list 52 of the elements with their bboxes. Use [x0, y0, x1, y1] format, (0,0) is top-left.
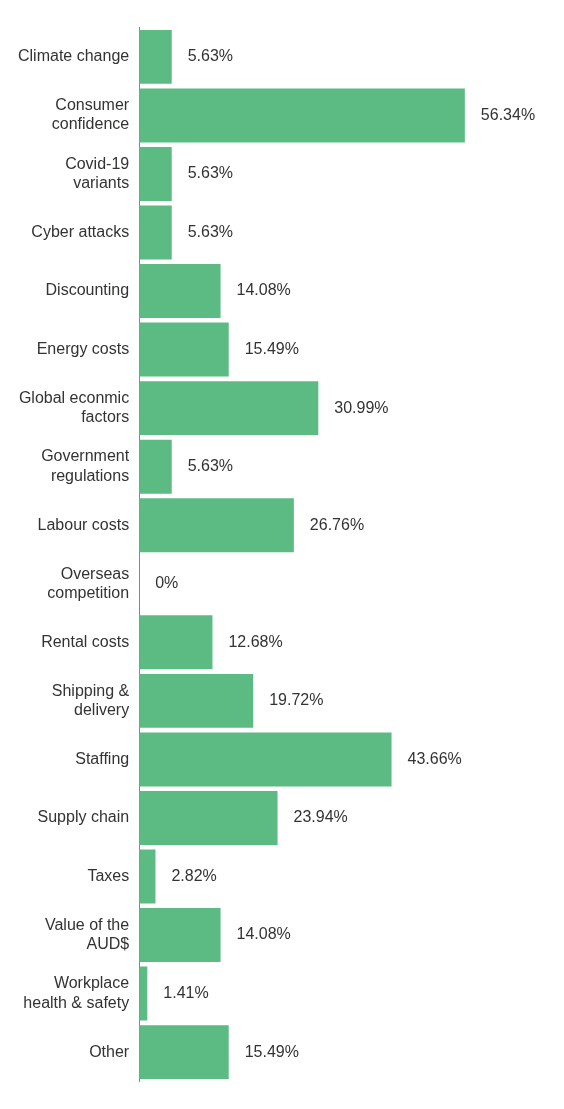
y-tick-label: Staffing [75, 749, 130, 767]
bar [139, 381, 319, 436]
data-label: 14.08% [236, 281, 291, 299]
bar [139, 205, 172, 260]
data-label: 5.63% [187, 222, 234, 240]
y-tick-label: Energy costs [36, 340, 130, 357]
bar [139, 322, 229, 377]
bar [139, 264, 221, 319]
y-tick-label: Other [89, 1042, 130, 1060]
y-tick-label: Value of the AUD$ [44, 915, 130, 953]
bar [139, 732, 392, 787]
data-label: 12.68% [228, 632, 283, 650]
y-tick-label: Workplace health & safety [23, 974, 130, 1011]
data-label: 1.41% [163, 983, 209, 1001]
y-tick-label: Labour costs [37, 515, 130, 533]
y-tick-label: Supply chain [37, 808, 130, 826]
y-tick-label: Consumer confidence [51, 96, 130, 133]
data-label: 56.34% [480, 105, 536, 123]
bar [139, 908, 221, 963]
bar [139, 1025, 229, 1080]
bar [139, 615, 213, 670]
data-label: 43.66% [407, 749, 462, 767]
bar [139, 439, 172, 494]
y-tick-label: Discounting [45, 281, 130, 299]
y-tick-label: Taxes [87, 866, 130, 884]
data-label: 5.63% [187, 457, 234, 475]
bar [139, 673, 254, 728]
bar [139, 790, 278, 845]
bar [139, 146, 172, 201]
data-label: 2.82% [171, 866, 217, 884]
y-tick-label: Covid-19 variants [65, 154, 130, 191]
data-label: 5.63% [187, 47, 234, 65]
y-tick-label: Climate change [18, 47, 130, 65]
y-tick-label: Overseas competition [47, 564, 130, 601]
y-tick-label: Government regulations [41, 447, 130, 484]
data-label: 0% [155, 574, 179, 592]
bar [139, 849, 156, 904]
bar [139, 29, 172, 84]
y-tick-label: Shipping & delivery [51, 681, 130, 718]
bar [139, 88, 465, 143]
data-label: 30.99% [334, 398, 389, 416]
data-label: 15.49% [244, 1042, 299, 1060]
bar [139, 498, 294, 553]
y-tick-label: Cyber attacks [31, 222, 130, 240]
data-label: 14.08% [236, 925, 291, 943]
data-label: 26.76% [309, 515, 365, 533]
data-label: 5.63% [187, 164, 234, 182]
data-label: 19.72% [269, 691, 324, 709]
y-tick-label: Global econmic factors [18, 388, 130, 426]
data-label: 15.49% [244, 340, 299, 357]
data-label: 23.94% [293, 808, 348, 826]
y-tick-label: Rental costs [41, 632, 130, 650]
